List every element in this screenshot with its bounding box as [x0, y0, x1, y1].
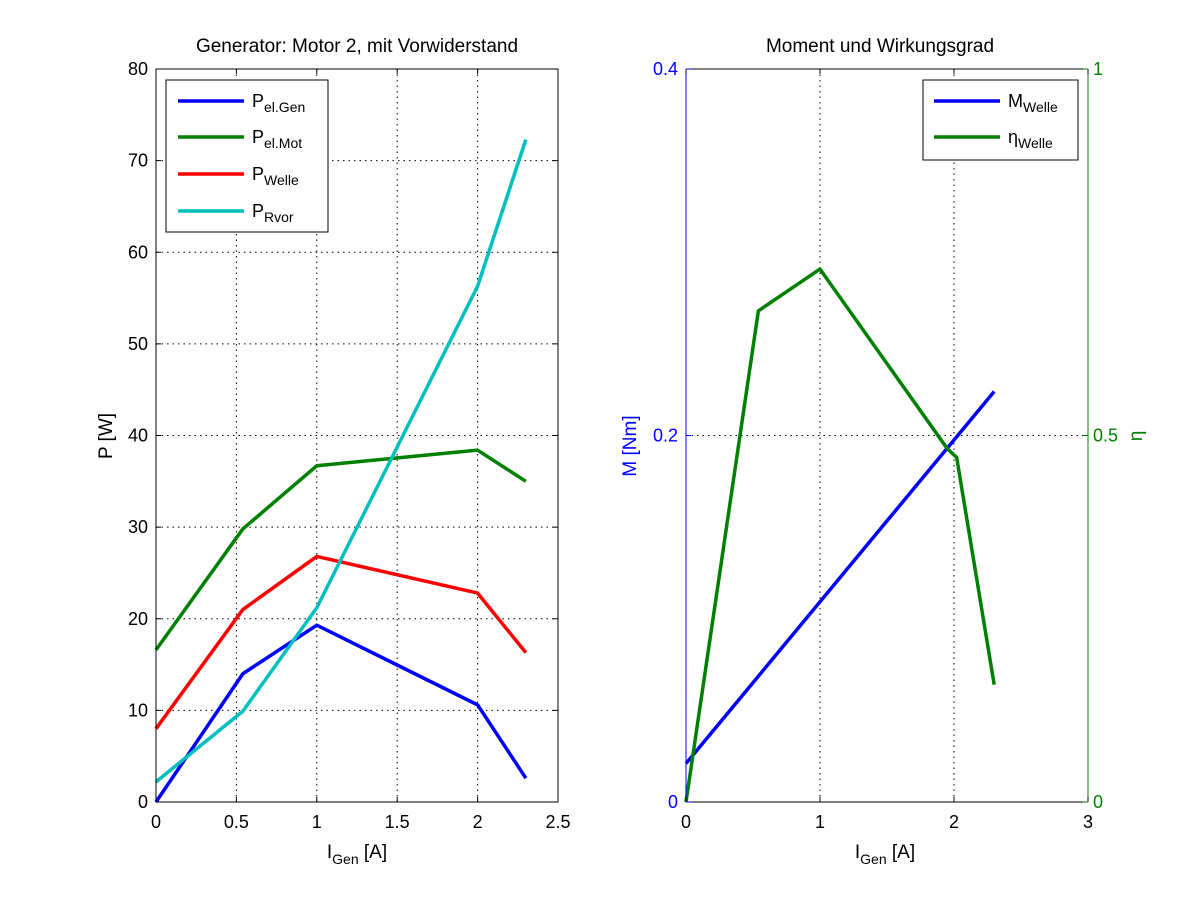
legend-entry-p-rvor: PRvor [252, 201, 294, 225]
torque-chart-x-tick-label: 1 [815, 812, 825, 832]
torque-chart-x-tick-label: 2 [949, 812, 959, 832]
torque-chart-title: Moment und Wirkungsgrad [766, 36, 994, 57]
power-chart-series [154, 139, 528, 803]
torque-chart-legend-box [922, 79, 1079, 161]
power-chart-x-tick-label: 0 [151, 812, 161, 832]
torque-chart-right-tick-label: 0.5 [1093, 426, 1118, 446]
torque-chart-left-tick-label: 0.4 [653, 59, 678, 79]
series-line-p-el-mot [154, 448, 527, 651]
torque-efficiency-chart: 0 1 2 300.20.400.51 Moment und Wirkungsgrad… [620, 36, 1147, 867]
torque-chart-right-tick-label: 0 [1093, 792, 1103, 812]
power-chart-ticks: 0 0.5 1 1.5 2 2.5 0 10 20 30 40 50 60 70 80 [128, 59, 571, 832]
power-chart-x-tick-label: 1 [312, 812, 322, 832]
power-chart-y-tick-label: 30 [128, 517, 148, 537]
power-chart-legend: Pel.Gen Pel.Mot PWelle PRvor [165, 79, 329, 233]
torque-chart-right-tick-label: 1 [1093, 59, 1103, 79]
series-line-p-el-gen [154, 623, 528, 803]
legend-entry-eta-welle: ηWelle [1008, 127, 1053, 151]
power-chart-y-tick-label: 50 [128, 334, 148, 354]
torque-chart-ticks: 0 1 2 300.20.400.51 [653, 59, 1118, 832]
legend-entry-p-el-gen: Pel.Gen [252, 91, 305, 115]
series-line-p-rvor [154, 139, 528, 784]
power-chart-title: Generator: Motor 2, mit Vorwiderstand [196, 36, 518, 57]
power-chart-y-tick-label: 40 [128, 426, 148, 446]
legend-entry-p-el-mot: Pel.Mot [252, 127, 302, 151]
torque-chart-x-tick-label: 0 [681, 812, 691, 832]
torque-chart-x-tick-label: 3 [1083, 812, 1093, 832]
torque-chart-left-tick-label: 0 [668, 792, 678, 812]
power-chart-y-tick-label: 60 [128, 242, 148, 262]
power-chart-y-tick-label: 10 [128, 700, 148, 720]
torque-chart-series [684, 267, 996, 803]
torque-chart-legend: MWelle ηWelle [922, 79, 1079, 161]
series-line-eta-welle [684, 267, 996, 803]
power-chart-y-axis-label: P [W] [96, 413, 117, 459]
power-chart-x-tick-label: 1.5 [385, 812, 410, 832]
legend-entry-m-welle: MWelle [1008, 91, 1058, 115]
power-chart-x-tick-label: 2.5 [545, 812, 570, 832]
power-chart-y-tick-label: 0 [138, 792, 148, 812]
power-chart-y-tick-label: 70 [128, 151, 148, 171]
torque-chart-right-y-axis-label: η [1126, 431, 1147, 442]
legend-entry-p-welle: PWelle [252, 164, 299, 188]
power-chart-y-tick-label: 20 [128, 609, 148, 629]
torque-chart-grid [686, 69, 1088, 802]
power-chart-x-axis-label: IGen [A] [327, 842, 387, 867]
power-chart-x-tick-label: 2 [473, 812, 483, 832]
power-chart-legend-box [165, 79, 329, 233]
power-chart-x-tick-label: 0.5 [224, 812, 249, 832]
torque-chart-x-axis-label: IGen [A] [855, 842, 915, 867]
power-chart: 0 0.5 1 1.5 2 2.5 0 10 20 30 40 50 60 70 80 Generator:… [96, 36, 571, 867]
series-line-p-welle [154, 554, 528, 730]
power-chart-y-tick-label: 80 [128, 59, 148, 79]
series-line-m-welle [684, 390, 996, 765]
torque-chart-left-y-axis-label: M [Nm] [620, 415, 641, 476]
torque-chart-left-tick-label: 0.2 [653, 426, 678, 446]
